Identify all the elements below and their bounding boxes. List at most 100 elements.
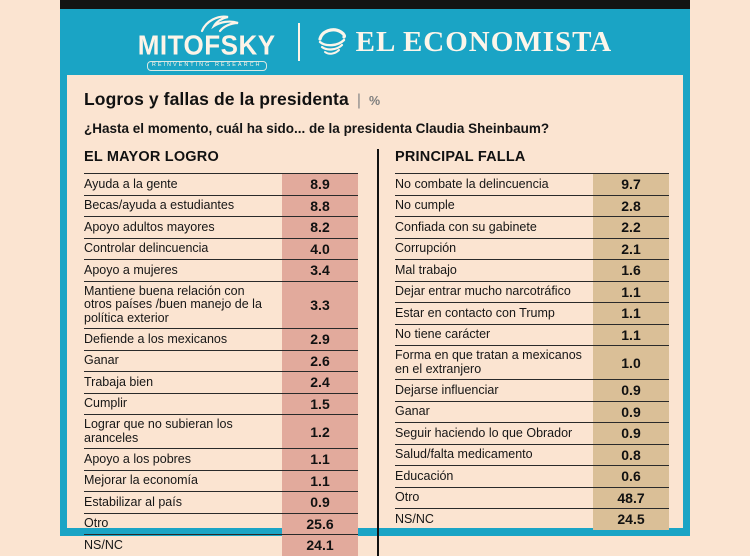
row-value: 9.7 [593, 174, 669, 195]
row-value: 8.8 [282, 195, 358, 216]
table-row: Mejorar la economía 1.1 [84, 470, 358, 492]
row-label: No combate la delincuencia [395, 176, 549, 191]
row-label: Dejarse influenciar [395, 382, 499, 397]
row-value: 1.1 [282, 449, 358, 470]
table-row: Dejar entrar mucho narcotráfico 1.1 [395, 281, 669, 303]
table-row: Mantiene buena relación con otros países… [84, 281, 358, 329]
row-value: 1.2 [282, 415, 358, 448]
table-row: Trabaja bien 2.4 [84, 372, 358, 394]
column-title-logro: EL MAYOR LOGRO [84, 149, 219, 165]
mitofsky-wordmark: MITOFSKY [137, 29, 276, 62]
row-label: Corrupción [395, 241, 457, 255]
row-label: Lograr que no subieran los aranceles [84, 417, 233, 445]
row-value: 0.9 [593, 380, 669, 401]
row-value: 2.8 [593, 195, 669, 216]
table-row: No combate la delincuencia 9.7 [395, 174, 669, 196]
row-label: Educación [395, 468, 454, 483]
table-row: Mal trabajo 1.6 [395, 260, 669, 282]
table-row: Ganar 0.9 [395, 401, 669, 423]
logo-divider [297, 23, 300, 61]
infographic-panel: MITOFSKY REINVENTING RESEARCH EL ECONOMI… [60, 0, 690, 556]
row-value: 1.0 [593, 346, 669, 379]
title-unit: % [368, 94, 381, 108]
row-label: No cumple [395, 198, 455, 212]
table-row: Apoyo a mujeres 3.4 [84, 260, 358, 282]
table-row: Ganar 2.6 [84, 350, 358, 372]
row-value: 2.2 [593, 217, 669, 238]
row-value: 25.6 [282, 513, 358, 534]
economista-logo: EL ECONOMISTA [316, 26, 613, 59]
row-label: NS/NC [84, 537, 123, 552]
row-value: 2.4 [282, 372, 358, 393]
header-band: MITOFSKY REINVENTING RESEARCH EL ECONOMI… [60, 9, 690, 75]
row-label: Apoyo a mujeres [84, 262, 178, 277]
row-label: Apoyo adultos mayores [84, 219, 215, 234]
row-value: 48.7 [593, 487, 669, 508]
row-value: 0.9 [593, 423, 669, 444]
table-logro: Ayuda a la gente 8.9 Becas/ayuda a estudia… [84, 173, 358, 556]
survey-question: ¿Hasta el momento, cuál ha sido... de la… [84, 121, 550, 136]
table-row: Confiada con su gabinete 2.2 [395, 217, 669, 239]
row-value: 0.9 [282, 492, 358, 513]
mitofsky-logo: MITOFSKY REINVENTING RESEARCH [138, 13, 276, 71]
row-label: Ayuda a la gente [84, 176, 178, 191]
table-row: Forma en que tratan a mexicanos en el ex… [395, 346, 669, 380]
row-label: Mal trabajo [395, 262, 457, 277]
table-row: NS/NC 24.5 [395, 509, 669, 530]
row-label: Cumplir [84, 396, 128, 410]
row-value: 1.1 [593, 324, 669, 345]
row-label: Estar en contacto con Trump [395, 305, 555, 320]
mitofsky-swirl-icon [200, 15, 239, 33]
row-label: Confiada con su gabinete [395, 219, 537, 234]
page-title: Logros y fallas de la presidenta [84, 89, 349, 109]
column-mayor-logro: EL MAYOR LOGRO Ayuda a la gente 8.9 Becas/… [84, 149, 380, 556]
top-black-strip [60, 0, 690, 9]
table-row: Educación 0.6 [395, 466, 669, 488]
row-value: 0.9 [593, 401, 669, 422]
row-value: 3.3 [282, 281, 358, 328]
column-principal-falla: PRINCIPAL FALLA No combate la delincuenc… [380, 149, 669, 556]
row-value: 1.6 [593, 260, 669, 281]
table-row: Apoyo adultos mayores 8.2 [84, 217, 358, 239]
row-label: Otro [395, 490, 420, 504]
row-value: 8.9 [282, 174, 358, 195]
table-row: Apoyo a los pobres 1.1 [84, 449, 358, 471]
table-row: Becas/ayuda a estudiantes 8.8 [84, 195, 358, 217]
table-row: Dejarse influenciar 0.9 [395, 380, 669, 402]
row-label: Estabilizar al país [84, 494, 182, 509]
row-label: Salud/falta medicamento [395, 447, 533, 461]
table-row: Lograr que no subieran los aranceles 1.2 [84, 415, 358, 449]
table-row: No tiene carácter 1.1 [395, 324, 669, 346]
economista-wordmark: EL ECONOMISTA [355, 25, 613, 58]
table-row: Cumplir 1.5 [84, 393, 358, 415]
row-label: Dejar entrar mucho narcotráfico [395, 284, 571, 298]
row-value: 4.0 [282, 238, 358, 259]
row-label: NS/NC [395, 511, 434, 526]
row-label: Otro [84, 516, 109, 530]
table-falla: No combate la delincuencia 9.7 No cumple 2.… [395, 173, 669, 530]
content-area: Logros y fallas de la presidenta | % ¿Ha… [60, 75, 690, 556]
mitofsky-tagline: REINVENTING RESEARCH [146, 61, 267, 71]
row-label: Apoyo a los pobres [84, 451, 192, 466]
row-value: 1.1 [593, 303, 669, 324]
table-row: Ayuda a la gente 8.9 [84, 174, 358, 196]
row-value: 0.6 [593, 466, 669, 487]
row-value: 24.1 [282, 535, 358, 556]
row-value: 2.1 [593, 238, 669, 259]
table-row: Seguir haciendo lo que Obrador 0.9 [395, 423, 669, 445]
title-separator: | [356, 92, 361, 109]
title-row: Logros y fallas de la presidenta | % [84, 89, 669, 110]
row-label: Controlar delincuencia [84, 241, 209, 255]
row-value: 2.6 [282, 350, 358, 371]
results-columns: EL MAYOR LOGRO Ayuda a la gente 8.9 Becas/… [84, 149, 669, 556]
table-row: Corrupción 2.1 [395, 238, 669, 260]
table-row: Estabilizar al país 0.9 [84, 492, 358, 514]
economista-globe-icon [318, 28, 346, 55]
row-label: No tiene carácter [395, 327, 491, 341]
row-label: Mejorar la economía [84, 473, 198, 487]
row-label: Seguir haciendo lo que Obrador [395, 425, 573, 440]
row-value: 24.5 [593, 509, 669, 530]
row-label: Becas/ayuda a estudiantes [84, 198, 235, 212]
row-label: Ganar [84, 353, 119, 367]
row-value: 8.2 [282, 217, 358, 238]
